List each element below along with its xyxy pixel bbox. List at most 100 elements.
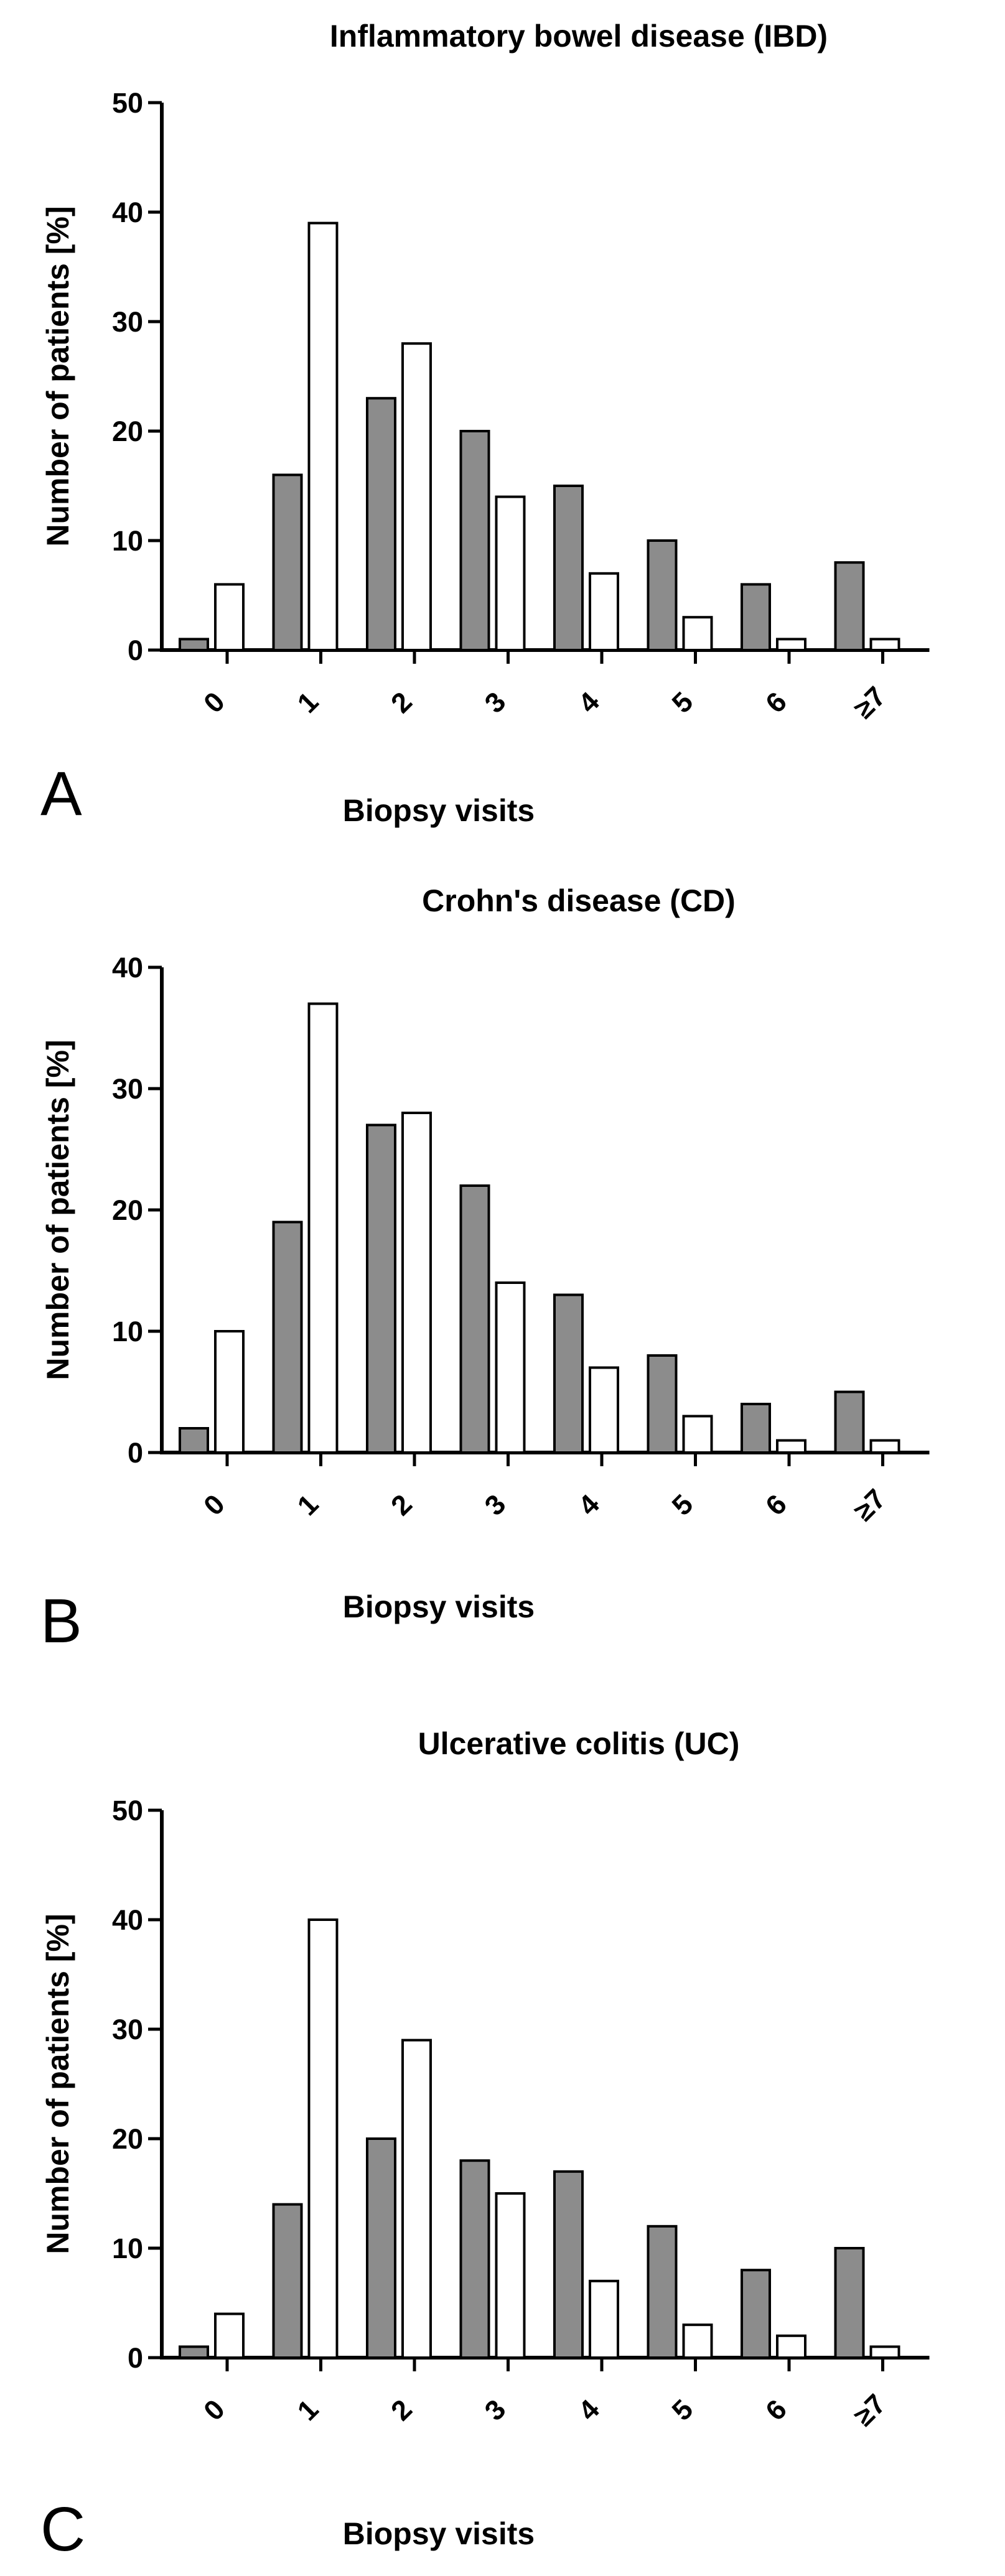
y-tick-label: 20 — [112, 2123, 143, 2155]
bar-series-1-4 — [553, 485, 584, 651]
bar-series-1-5 — [647, 1354, 678, 1454]
bar-series-1-1 — [272, 2203, 303, 2360]
bar-series-1-4 — [553, 1293, 584, 1454]
bar-series-2-5 — [682, 616, 713, 652]
x-tick-label: 5 — [666, 686, 699, 719]
x-tick-label: 1 — [291, 2393, 325, 2427]
y-tick-label: 40 — [112, 197, 143, 228]
bar-series-2-0 — [214, 583, 245, 652]
x-tick-label: 0 — [197, 2393, 231, 2427]
bar-series-1-2 — [366, 397, 396, 651]
bar-series-1-5 — [647, 2225, 678, 2360]
bar-series-1-2 — [366, 1123, 396, 1454]
y-tick-label: 40 — [112, 952, 143, 983]
y-axis-label: Number of patients [%] — [40, 1039, 75, 1380]
y-tick-label: 50 — [112, 87, 143, 119]
y-tick-label: 10 — [112, 1316, 143, 1347]
chart-panel-c: Ulcerative colitis (UC)01020304050Number… — [40, 1726, 930, 2564]
bar-series-1-4 — [553, 2170, 584, 2360]
bar-series-2-3 — [495, 495, 526, 651]
bar-series-2-0 — [214, 2312, 245, 2360]
y-axis-label: Number of patients [%] — [40, 1913, 75, 2254]
x-tick-label: 0 — [197, 686, 231, 719]
x-tick-label: 4 — [572, 686, 605, 719]
bar-series-2-2 — [401, 342, 432, 651]
x-tick-label: 1 — [291, 1488, 325, 1522]
y-tick-label: 0 — [128, 1437, 143, 1469]
y-tick-label: 0 — [128, 2342, 143, 2374]
bar-series-2-≥7 — [869, 2345, 900, 2359]
bar-series-2-4 — [589, 572, 619, 651]
y-tick-label: 30 — [112, 2014, 143, 2045]
x-tick-label: 2 — [385, 2393, 418, 2427]
bar-series-1-≥7 — [834, 2247, 865, 2359]
bar-series-1-3 — [459, 1184, 490, 1454]
bar-series-1-6 — [741, 583, 771, 652]
bar-series-2-1 — [307, 1002, 339, 1454]
x-tick-label: 4 — [572, 2393, 605, 2427]
bar-series-2-6 — [776, 638, 806, 652]
y-tick-label: 30 — [112, 306, 143, 338]
y-tick-label: 30 — [112, 1073, 143, 1105]
bar-series-1-≥7 — [834, 561, 865, 652]
chart-title: Inflammatory bowel disease (IBD) — [330, 19, 828, 53]
x-tick-label: ≥7 — [848, 680, 892, 724]
x-tick-label: 3 — [479, 686, 512, 719]
bar-series-2-6 — [776, 1439, 806, 1454]
bar-series-1-6 — [741, 2269, 771, 2359]
bar-series-1-5 — [647, 539, 678, 651]
x-axis-label: Biopsy visits — [343, 793, 535, 828]
bar-series-1-1 — [272, 473, 303, 652]
x-tick-label: 5 — [666, 1488, 699, 1522]
x-tick-label: 6 — [759, 686, 793, 719]
bar-series-2-4 — [589, 2279, 619, 2360]
x-tick-label: 6 — [759, 2393, 793, 2427]
x-tick-label: 1 — [291, 686, 325, 719]
bar-series-1-2 — [366, 2137, 396, 2359]
chart-title: Ulcerative colitis (UC) — [418, 1726, 740, 1761]
bar-series-1-0 — [179, 638, 209, 652]
y-tick-label: 50 — [112, 1795, 143, 1826]
bar-series-1-1 — [272, 1221, 303, 1454]
bar-series-2-2 — [401, 1112, 432, 1454]
y-tick-label: 10 — [112, 525, 143, 557]
y-tick-label: 10 — [112, 2233, 143, 2264]
y-tick-label: 0 — [128, 635, 143, 666]
bar-series-2-5 — [682, 2323, 713, 2359]
x-axis-label: Biopsy visits — [343, 1589, 535, 1624]
bar-series-2-5 — [682, 1415, 713, 1454]
x-tick-label: 2 — [385, 1488, 418, 1522]
panel-letter: A — [40, 759, 82, 829]
bar-series-2-3 — [495, 1281, 526, 1454]
x-tick-label: 3 — [479, 1488, 512, 1522]
bar-series-1-0 — [179, 2345, 209, 2359]
x-tick-label: 5 — [666, 2393, 699, 2427]
panel-letter: C — [40, 2495, 85, 2564]
bar-series-2-2 — [401, 2039, 432, 2360]
bar-series-2-6 — [776, 2334, 806, 2360]
y-tick-label: 20 — [112, 416, 143, 447]
bar-series-1-0 — [179, 1427, 209, 1454]
x-axis-label: Biopsy visits — [343, 2516, 535, 2551]
y-axis-label: Number of patients [%] — [40, 206, 75, 546]
x-tick-label: ≥7 — [848, 2388, 892, 2432]
bar-series-1-≥7 — [834, 1390, 865, 1454]
y-tick-label: 40 — [112, 1904, 143, 1936]
chart-title: Crohn's disease (CD) — [422, 883, 736, 918]
bar-series-2-0 — [214, 1330, 245, 1454]
y-tick-label: 20 — [112, 1194, 143, 1226]
bar-series-1-6 — [741, 1403, 771, 1454]
bar-series-2-3 — [495, 2192, 526, 2359]
x-tick-label: 2 — [385, 686, 418, 719]
x-tick-label: 0 — [197, 1488, 231, 1522]
bar-series-2-1 — [307, 1918, 339, 2359]
bar-series-2-4 — [589, 1366, 619, 1454]
panel-letter: B — [40, 1586, 82, 1656]
x-tick-label: 4 — [572, 1488, 605, 1522]
bar-series-1-3 — [459, 430, 490, 651]
x-tick-label: 3 — [479, 2393, 512, 2427]
bar-series-1-3 — [459, 2159, 490, 2359]
bar-series-2-≥7 — [869, 638, 900, 652]
